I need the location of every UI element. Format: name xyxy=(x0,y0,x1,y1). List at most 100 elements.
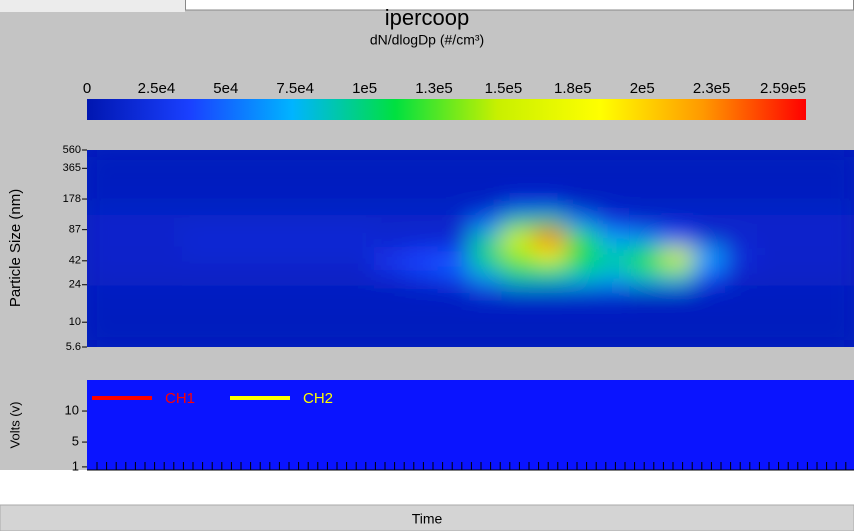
heat-cell xyxy=(469,167,504,201)
heat-cell xyxy=(693,167,728,201)
heat-cell xyxy=(213,213,248,231)
heat-cell xyxy=(87,283,120,301)
heat-cell xyxy=(373,150,408,170)
heat-cell xyxy=(597,259,632,274)
heat-cell xyxy=(117,198,152,216)
heat-cell xyxy=(757,244,792,262)
heat-cell xyxy=(725,244,760,262)
heat-cell xyxy=(821,213,854,231)
heat-cell xyxy=(757,150,792,170)
heat-cell xyxy=(821,271,854,286)
heat-cell xyxy=(213,228,248,247)
heat-cell xyxy=(533,271,568,286)
time-bar xyxy=(0,504,854,531)
heat-cell xyxy=(149,198,184,216)
heat-cell xyxy=(277,244,312,262)
heat-cell xyxy=(629,213,664,231)
heat-cell xyxy=(757,298,792,324)
heat-cell xyxy=(597,283,632,301)
heat-cell xyxy=(117,259,152,274)
heat-cell xyxy=(565,271,600,286)
toolbar xyxy=(0,0,185,12)
heat-cell xyxy=(277,298,312,324)
heat-cell xyxy=(693,228,728,247)
heat-cell xyxy=(87,167,120,201)
heat-cell xyxy=(693,213,728,231)
heat-cell xyxy=(341,167,376,201)
legend-label: CH1 xyxy=(165,390,195,407)
heat-cell xyxy=(725,167,760,201)
heat-cell xyxy=(565,228,600,247)
heat-cell xyxy=(757,198,792,216)
heat-cell xyxy=(117,150,152,170)
heat-cell xyxy=(757,228,792,247)
heat-cell xyxy=(373,228,408,247)
heat-cell xyxy=(821,150,854,170)
heat-cell xyxy=(661,271,696,286)
heat-cell xyxy=(309,228,344,247)
heat-cell xyxy=(373,213,408,231)
heat-cell xyxy=(661,321,696,347)
heat-cell xyxy=(789,259,824,274)
heat-cell xyxy=(277,228,312,247)
heat-cell xyxy=(565,198,600,216)
heat-cell xyxy=(757,283,792,301)
heat-cell xyxy=(533,244,568,262)
heat-cell xyxy=(693,298,728,324)
colorbar-tick-label: 2e5 xyxy=(630,80,655,97)
heat-cell xyxy=(501,244,536,262)
heat-cell xyxy=(661,150,696,170)
heat-cell xyxy=(309,298,344,324)
y-axis-label: Volts (v) xyxy=(7,402,22,449)
heat-cell xyxy=(437,244,472,262)
text-input[interactable] xyxy=(185,0,854,11)
heat-cell xyxy=(277,271,312,286)
heat-cell xyxy=(533,150,568,170)
heat-cell xyxy=(821,259,854,274)
heat-cell xyxy=(725,198,760,216)
heat-cell xyxy=(629,198,664,216)
heat-cell xyxy=(629,228,664,247)
heat-cell xyxy=(149,271,184,286)
heat-cell xyxy=(533,283,568,301)
heat-cell xyxy=(629,244,664,262)
heat-cell xyxy=(437,198,472,216)
heat-cell xyxy=(821,321,854,347)
heat-cell xyxy=(213,167,248,201)
heat-cell xyxy=(117,167,152,201)
heat-cell xyxy=(277,259,312,274)
heat-cell xyxy=(629,321,664,347)
heat-cell xyxy=(373,167,408,201)
heat-cell xyxy=(149,321,184,347)
heat-cell xyxy=(469,228,504,247)
heat-cell xyxy=(213,271,248,286)
heat-cell xyxy=(725,271,760,286)
heat-cell xyxy=(181,228,216,247)
colorbar-tick-label: 1.3e5 xyxy=(415,80,453,97)
heat-cell xyxy=(405,213,440,231)
heat-cell xyxy=(245,213,280,231)
heat-cell xyxy=(437,167,472,201)
heat-cell xyxy=(309,198,344,216)
heat-cell xyxy=(181,167,216,201)
heat-cell xyxy=(661,283,696,301)
heat-cell xyxy=(565,150,600,170)
heat-cell xyxy=(597,271,632,286)
heat-cell xyxy=(789,167,824,201)
heat-cell xyxy=(437,213,472,231)
heat-cell xyxy=(661,213,696,231)
colorbar-tick-label: 1.8e5 xyxy=(554,80,592,97)
heat-cell xyxy=(597,150,632,170)
legend-label: CH2 xyxy=(303,390,333,407)
heat-cell xyxy=(565,213,600,231)
heat-cell xyxy=(757,213,792,231)
heat-cell xyxy=(565,244,600,262)
heat-cell xyxy=(725,213,760,231)
heat-cell xyxy=(245,228,280,247)
heat-cell xyxy=(309,271,344,286)
colorbar-tick-label: 2.5e4 xyxy=(138,80,176,97)
heat-cell xyxy=(533,298,568,324)
heat-cell xyxy=(341,271,376,286)
heat-cell xyxy=(181,298,216,324)
heat-cell xyxy=(693,244,728,262)
